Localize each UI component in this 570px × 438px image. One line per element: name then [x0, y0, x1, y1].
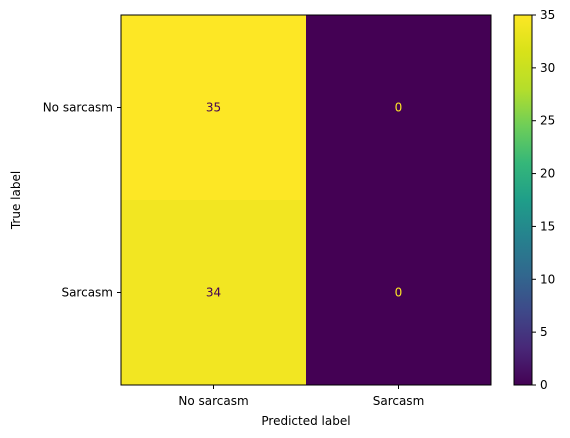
- matrix-cell: [121, 15, 306, 200]
- x-tick-label: Sarcasm: [373, 394, 425, 408]
- matrix-cell: [306, 15, 491, 200]
- cell-value-label: 35: [206, 101, 221, 115]
- x-tick-label: No sarcasm: [178, 394, 248, 408]
- matrix-cells: [121, 15, 491, 385]
- cell-value-labels: 35 0 34 0: [206, 101, 402, 300]
- colorbar-ticks: 0 5 10 15 20 25 30 35: [532, 8, 555, 392]
- x-axis-ticks: No sarcasm Sarcasm: [178, 385, 424, 408]
- colorbar-tick-label: 15: [540, 219, 555, 233]
- colorbar-tick-label: 0: [540, 378, 548, 392]
- plot-frame: [120, 14, 492, 386]
- matrix-cell: [121, 200, 306, 385]
- colorbar-tick-label: 5: [540, 325, 548, 339]
- colorbar: [513, 14, 533, 386]
- cell-value-label: 34: [206, 286, 221, 300]
- cell-value-label: 0: [395, 286, 403, 300]
- y-tick-label: No sarcasm: [43, 101, 113, 115]
- y-axis-ticks: No sarcasm Sarcasm: [43, 101, 121, 300]
- colorbar-tick-label: 30: [540, 61, 555, 75]
- colorbar-tick-label: 10: [540, 272, 555, 286]
- colorbar-tick-label: 20: [540, 167, 555, 181]
- matrix-cell: [306, 200, 491, 385]
- x-axis-label: Predicted label: [261, 414, 350, 428]
- y-axis-label: True label: [9, 171, 23, 230]
- y-tick-label: Sarcasm: [61, 286, 113, 300]
- colorbar-tick-label: 25: [540, 114, 555, 128]
- colorbar-tick-label: 35: [540, 8, 555, 22]
- cell-value-label: 0: [395, 101, 403, 115]
